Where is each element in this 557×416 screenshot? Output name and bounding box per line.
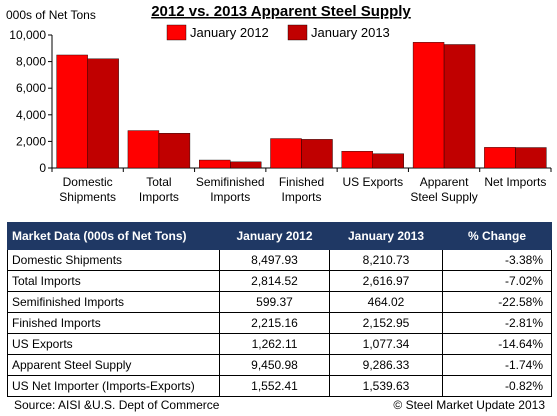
- y-tick-label: 0: [39, 161, 46, 175]
- source-note: Source: AISI &U.S. Dept of Commerce: [14, 398, 220, 412]
- x-tick-label: Apparent Steel Supply: [410, 175, 477, 204]
- chart-title: 2012 vs. 2013 Apparent Steel Supply: [151, 3, 411, 20]
- value-2012: 8,497.93: [219, 249, 330, 271]
- x-tick-label: Domestic Shipments: [59, 175, 116, 204]
- market-data-table: Market Data (000s of Net Tons) January 2…: [7, 222, 552, 397]
- value-2013: 8,210.73: [329, 249, 443, 271]
- x-axis-tick-labels: Domestic Shipments Total Imports Semifinishe…: [59, 175, 546, 204]
- legend-label: January 2012: [190, 25, 269, 40]
- value-2012: 9,450.98: [219, 354, 330, 376]
- value-2012: 1,552.41: [219, 375, 330, 397]
- table-row: Apparent Steel Supply 9,450.98 9,286.33 …: [7, 354, 552, 376]
- bar-january-2012: [484, 147, 516, 169]
- table-row: Domestic Shipments 8,497.93 8,210.73 -3.…: [7, 249, 552, 271]
- legend-swatch: [166, 24, 187, 41]
- chart-legend: January 2012 January 2013: [166, 24, 390, 41]
- x-tick-label: Total Imports: [139, 175, 179, 204]
- bar-january-2013: [301, 139, 333, 169]
- row-label: Total Imports: [7, 270, 220, 292]
- value-2012: 2,814.52: [219, 270, 330, 292]
- table-row: US Net Importer (Imports-Exports) 1,552.…: [7, 375, 552, 397]
- y-tick-label: 10,000: [9, 28, 46, 42]
- bar-january-2013: [372, 153, 404, 169]
- value-2013: 2,616.97: [329, 270, 443, 292]
- bar-january-2012: [412, 42, 445, 169]
- bar-january-2013: [87, 58, 119, 169]
- y-axis-label: 000s of Net Tons: [6, 8, 96, 22]
- row-label: Apparent Steel Supply: [7, 354, 220, 376]
- bar-january-2013: [443, 44, 476, 169]
- value-2012: 2,215.16: [219, 312, 330, 334]
- table-row: Finished Imports 2,215.16 2,152.95 -2.81…: [7, 312, 552, 334]
- bar-chart: 000s of Net Tons 2012 vs. 2013 Apparent …: [6, 3, 552, 204]
- row-label: Semifinished Imports: [7, 291, 220, 313]
- row-label: US Net Importer (Imports-Exports): [7, 375, 220, 397]
- table-row: US Exports 1,262.11 1,077.34 -14.64%: [7, 333, 552, 355]
- value-2012: 599.37: [219, 291, 330, 313]
- x-tick-label: Semifinished Imports: [196, 175, 265, 204]
- bar-january-2012: [199, 159, 231, 169]
- percent-change: -3.38%: [442, 249, 552, 271]
- header-percent-change: % Change: [442, 222, 552, 250]
- bar-january-2013: [230, 161, 262, 169]
- x-tick-label: Net Imports: [484, 175, 546, 189]
- value-2013: 9,286.33: [329, 354, 443, 376]
- value-2013: 2,152.95: [329, 312, 443, 334]
- table-row: Semifinished Imports 599.37 464.02 -22.5…: [7, 291, 552, 313]
- y-tick-label: 2,000: [16, 134, 46, 148]
- percent-change: -0.82%: [442, 375, 552, 397]
- percent-change: -1.74%: [442, 354, 552, 376]
- y-tick-label: 6,000: [16, 81, 46, 95]
- percent-change: -2.81%: [442, 312, 552, 334]
- percent-change: -22.58%: [442, 291, 552, 313]
- row-label: US Exports: [7, 333, 220, 355]
- header-january-2012: January 2012: [219, 222, 330, 250]
- chart-bars: [56, 42, 547, 169]
- x-tick-label: US Exports: [342, 175, 403, 189]
- copyright-note: © Steel Market Update 2013: [393, 398, 545, 412]
- header-market-data: Market Data (000s of Net Tons): [7, 222, 220, 250]
- bar-january-2012: [56, 54, 88, 169]
- x-tick-label: Finished Imports: [279, 175, 324, 204]
- y-tick-label: 8,000: [16, 55, 46, 69]
- legend-label: January 2013: [311, 25, 390, 40]
- row-label: Domestic Shipments: [7, 249, 220, 271]
- bar-january-2012: [270, 138, 302, 169]
- value-2013: 464.02: [329, 291, 443, 313]
- value-2012: 1,262.11: [219, 333, 330, 355]
- percent-change: -14.64%: [442, 333, 552, 355]
- header-january-2013: January 2013: [329, 222, 443, 250]
- bar-january-2013: [515, 147, 547, 169]
- table-row: Total Imports 2,814.52 2,616.97 -7.02%: [7, 270, 552, 292]
- percent-change: -7.02%: [442, 270, 552, 292]
- value-2013: 1,539.63: [329, 375, 443, 397]
- bar-january-2013: [158, 132, 191, 169]
- table-header-row: Market Data (000s of Net Tons) January 2…: [7, 222, 552, 250]
- bar-january-2012: [127, 130, 160, 169]
- value-2013: 1,077.34: [329, 333, 443, 355]
- legend-swatch: [287, 24, 308, 41]
- y-tick-label: 4,000: [16, 108, 46, 122]
- row-label: Finished Imports: [7, 312, 220, 334]
- bar-january-2012: [341, 151, 373, 169]
